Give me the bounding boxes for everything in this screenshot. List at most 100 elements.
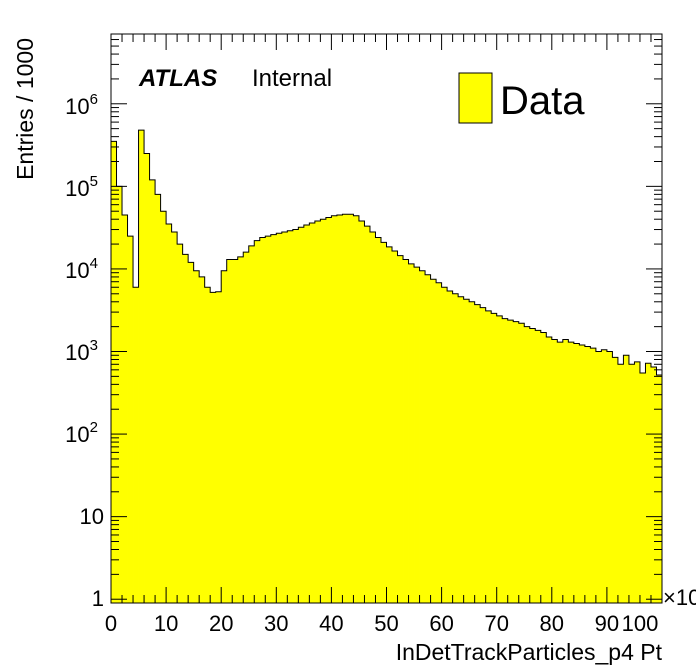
histogram-bin xyxy=(221,270,228,603)
y-tick-label: 103 xyxy=(65,337,98,365)
histogram-bars xyxy=(110,129,663,604)
y-tick-base: 10 xyxy=(65,422,89,447)
histogram-bin xyxy=(138,130,145,603)
histogram-bin xyxy=(166,224,173,603)
histogram-bin xyxy=(287,230,294,603)
histogram-bin xyxy=(358,221,365,604)
x-tick-label: 100 xyxy=(622,611,659,636)
histogram-bin xyxy=(392,250,398,603)
histogram-bin xyxy=(265,236,272,603)
plot-frame xyxy=(110,33,663,604)
x-multiplier-label: ×103 xyxy=(663,582,696,610)
histogram-bin xyxy=(414,267,420,603)
x-tick-label: 50 xyxy=(374,611,398,636)
histogram-bin xyxy=(430,279,437,603)
histogram-bin xyxy=(474,304,481,603)
y-tick-base: 10 xyxy=(65,258,89,283)
y-tick-base: 10 xyxy=(65,176,89,201)
histogram-bin xyxy=(502,318,509,603)
histogram-bin xyxy=(276,233,283,603)
histogram-bin xyxy=(507,320,514,603)
y-tick-label: 10 xyxy=(80,504,104,529)
histogram-outline xyxy=(110,129,663,603)
histogram-bin xyxy=(292,229,299,603)
y-tick-base: 10 xyxy=(80,504,104,529)
histogram-bin xyxy=(568,342,575,603)
histogram-bin xyxy=(342,214,349,603)
histogram-bin xyxy=(369,232,376,603)
histogram-bin xyxy=(215,291,222,603)
histogram-bin xyxy=(116,186,123,604)
legend-label: Data xyxy=(500,79,585,123)
histogram-bin xyxy=(447,291,454,603)
histogram-bin xyxy=(436,282,442,603)
histogram-bin xyxy=(248,245,255,603)
histogram-bin xyxy=(529,328,536,603)
histogram-bin xyxy=(518,323,525,603)
x-tick-label: 0 xyxy=(105,611,117,636)
histogram-bin xyxy=(639,372,646,603)
y-tick-base: 10 xyxy=(65,94,89,119)
histogram-bin xyxy=(226,259,233,603)
histogram-bin xyxy=(237,256,244,603)
histogram-bin xyxy=(623,355,630,603)
histogram-bin xyxy=(210,292,217,603)
x-axis-title: InDetTrackParticles_p4 Pt xyxy=(396,639,663,665)
histogram-bin xyxy=(645,363,652,603)
histogram-bin xyxy=(524,326,531,603)
histogram-bin xyxy=(353,215,360,604)
histogram-bin xyxy=(584,346,591,603)
histogram-bin xyxy=(590,348,597,603)
histogram-bin xyxy=(551,339,558,603)
y-tick-base: 1 xyxy=(92,586,104,611)
histogram-bin xyxy=(491,313,498,603)
histogram-bin xyxy=(314,221,321,604)
y-tick-labels: 1 10 102 103 104 105 106 xyxy=(65,91,104,611)
y-tick-exponent: 2 xyxy=(90,419,98,436)
histogram-bin xyxy=(595,351,602,603)
histogram-bin xyxy=(309,222,316,604)
atlas-label: ATLAS xyxy=(138,65,217,92)
histogram-bin xyxy=(425,274,431,603)
x-multiplier-base: ×10 xyxy=(663,585,696,610)
y-tick-label: 105 xyxy=(65,173,98,201)
histogram-bin xyxy=(380,242,387,603)
y-tick-exponent: 4 xyxy=(90,255,98,272)
histogram-bin xyxy=(386,246,393,603)
histogram-bin xyxy=(617,364,624,603)
histogram-bin xyxy=(458,296,465,603)
legend: Data xyxy=(458,72,585,124)
histogram-bin xyxy=(650,366,657,603)
histogram-bin xyxy=(199,276,206,603)
histogram-bin xyxy=(331,215,338,604)
histogram-bin xyxy=(656,374,663,603)
y-tick-exponent: 3 xyxy=(90,337,98,354)
histogram-bin xyxy=(320,219,327,603)
y-tick-label: 102 xyxy=(65,419,98,447)
histogram-bin xyxy=(254,240,261,603)
y-tick-label: 104 xyxy=(65,255,98,283)
x-tick-label: 90 xyxy=(595,611,619,636)
histogram-bin xyxy=(540,332,547,603)
x-tick-label: 10 xyxy=(154,611,178,636)
y-axis-title: Entries / 1000 xyxy=(12,38,38,180)
histogram-bin xyxy=(149,179,156,603)
histogram-bin xyxy=(144,153,150,603)
histogram-bin xyxy=(364,226,371,604)
histogram-bin xyxy=(270,234,277,603)
histogram-bin xyxy=(408,263,415,603)
histogram-bin xyxy=(232,259,239,603)
histogram-bin xyxy=(513,321,520,603)
legend-swatch xyxy=(458,72,493,124)
histogram-bin xyxy=(281,232,288,603)
histogram-bin xyxy=(171,232,178,603)
histogram-bin xyxy=(606,351,613,603)
histogram-bin xyxy=(336,214,343,604)
histogram-bin xyxy=(204,287,211,603)
histogram-bin xyxy=(562,339,569,603)
histogram-bin xyxy=(127,236,134,603)
histogram-bin xyxy=(122,214,128,604)
x-tick-labels: 0 10 20 30 40 50 60 70 80 90 100 xyxy=(105,611,658,636)
histogram-bin xyxy=(496,315,503,603)
histogram-bin xyxy=(298,227,305,603)
